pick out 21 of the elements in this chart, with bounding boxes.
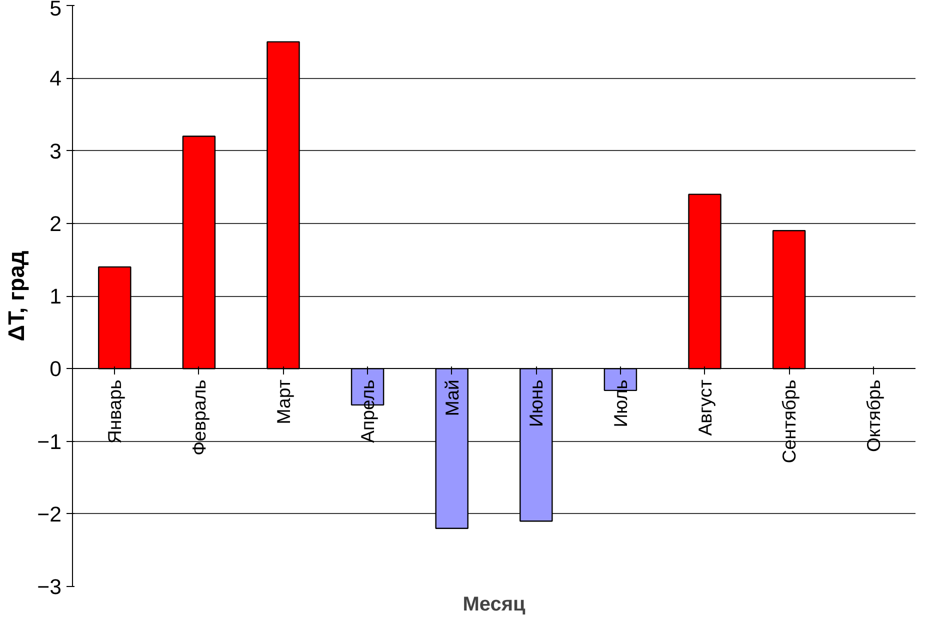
x-tick-label: Март bbox=[272, 379, 294, 424]
x-tick-label: Июль bbox=[610, 380, 631, 428]
y-tick-label: −1 bbox=[37, 430, 62, 454]
x-tick-label: Май bbox=[441, 380, 462, 416]
x-tick-label: Сентябрь bbox=[778, 380, 800, 464]
y-tick-label: 0 bbox=[50, 357, 62, 382]
y-axis-title: ΔT, град bbox=[3, 250, 30, 342]
y-tick-label: 3 bbox=[50, 139, 62, 164]
y-tick-label: −2 bbox=[37, 502, 62, 526]
y-tick-label: 2 bbox=[50, 212, 62, 236]
y-tick-label: −3 bbox=[37, 575, 62, 599]
x-tick-label: Октябрь bbox=[862, 380, 884, 452]
x-tick-label: Январь bbox=[104, 380, 126, 444]
x-tick-label: Апрель bbox=[357, 380, 378, 443]
y-tick-label: 5 bbox=[50, 0, 62, 20]
y-tick-label: 1 bbox=[50, 284, 62, 308]
y-tick-label: 4 bbox=[50, 66, 62, 91]
x-axis-title: Месяц bbox=[462, 594, 526, 616]
x-tick-label: Июнь bbox=[526, 380, 547, 428]
x-tick-label: Февраль bbox=[188, 380, 210, 456]
x-tick-label: Август bbox=[694, 379, 716, 436]
